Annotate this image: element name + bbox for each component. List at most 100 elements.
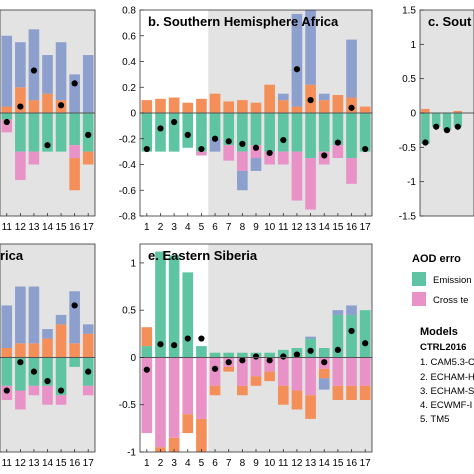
- bar-blue-12: [15, 286, 26, 344]
- bar-orange-17: [359, 385, 371, 400]
- dot-17: [85, 368, 92, 375]
- bar-blue-12: [291, 13, 303, 107]
- legend-swatch-crossterm: [412, 292, 426, 306]
- x-tick-label: 2: [158, 458, 164, 469]
- dot-3: [443, 127, 451, 134]
- bar-emission-17: [359, 113, 371, 152]
- bar-crossterm-12: [15, 390, 26, 410]
- bar-blue-16: [346, 305, 357, 315]
- x-tick-label: 17: [360, 222, 372, 233]
- bar-emission-2: [155, 251, 166, 358]
- y-tick-label: 0.6: [122, 31, 136, 42]
- bar-crossterm-11: [1, 119, 13, 133]
- bar-blue-13: [305, 336, 316, 339]
- bar-emission-6: [209, 113, 221, 139]
- bar-crossterm-3: [168, 357, 180, 438]
- y-tick-label: 1.5: [402, 6, 416, 17]
- legend-label-crossterm: Cross te: [433, 295, 468, 306]
- y-tick-label: -0.5: [119, 400, 137, 411]
- bar-crossterm-13: [28, 385, 40, 396]
- dot-9: [252, 144, 260, 151]
- plot-area: [140, 10, 372, 216]
- bar-emission-16: [346, 113, 357, 159]
- y-tick-label: 1: [130, 258, 136, 269]
- bar-blue-6: [209, 138, 221, 152]
- panels: 11 12 13 14 15 16 17-0.8-0.6-0.4-0.200.20.40.6…: [0, 6, 474, 469]
- y-tick-label: 0.8: [122, 6, 136, 17]
- bar-emission-15: [55, 357, 67, 396]
- plot-area: [0, 10, 95, 216]
- plot-area: [420, 10, 474, 216]
- bar-emission-11: [1, 113, 13, 120]
- panel-b: -0.8-0.6-0.4-0.200.20.40.60.81 2 3 4 5 6 7 8 9 10…: [119, 6, 373, 233]
- bar-blue-13: [305, 10, 316, 85]
- y-tick-label: 0.5: [402, 74, 416, 85]
- bar-emission-3: [442, 113, 452, 131]
- bar-crossterm-16: [346, 357, 357, 386]
- bar-blue-8: [237, 170, 248, 191]
- dot-9: [252, 353, 260, 360]
- bar-orange-16: [346, 385, 357, 400]
- dot-10: [266, 357, 273, 364]
- bar-orange-6: [209, 93, 221, 113]
- bar-orange-15: [332, 94, 344, 113]
- panel-a: 11 12 13 14 15 16 17: [0, 9, 96, 233]
- dot-4: [454, 123, 461, 130]
- bar-blue-13: [28, 29, 40, 101]
- dot-14: [321, 152, 328, 159]
- bar-blue-16: [69, 291, 80, 344]
- legend-models-title: Models: [420, 326, 458, 338]
- y-tick-label: 0.5: [122, 306, 136, 317]
- dot-15: [334, 139, 341, 146]
- x-tick-label: 11: [2, 222, 13, 233]
- dot-13: [30, 368, 38, 375]
- bar-blue-16: [346, 39, 357, 98]
- dot-17: [85, 131, 92, 138]
- bar-blue-12: [15, 42, 26, 88]
- legend-swatch-emission: [412, 272, 426, 286]
- bar-orange-4: [182, 102, 194, 113]
- bar-crossterm-17: [359, 357, 371, 386]
- bar-emission-14: [42, 113, 53, 152]
- dot-11: [280, 353, 287, 360]
- panel-title: e. Eastern Siberia: [148, 248, 258, 263]
- bar-blue-14: [42, 55, 53, 94]
- bar-emission-7: [223, 113, 235, 146]
- bar-orange-14: [42, 93, 53, 113]
- dot-2: [433, 123, 440, 130]
- plot-area: [140, 244, 372, 452]
- y-tick-label: 0: [410, 109, 416, 120]
- bar-emission-14: [42, 357, 53, 386]
- dot-2: [157, 125, 164, 132]
- bar-crossterm-11: [277, 357, 289, 386]
- bar-orange-6: [209, 385, 221, 396]
- dot-13: [307, 347, 314, 354]
- legend-model-1: 1. CAM5.3-C: [420, 357, 474, 368]
- x-tick-label: 17: [83, 222, 95, 233]
- y-tick-label: -0.2: [119, 134, 137, 145]
- bar-emission-13: [305, 113, 316, 159]
- bar-crossterm-16: [346, 158, 357, 184]
- panel-title: b. Southern Hemisphere Africa: [148, 14, 339, 29]
- dot-12: [17, 359, 24, 366]
- bar-emission-2: [155, 113, 166, 152]
- bar-emission-3: [168, 255, 180, 358]
- bar-crossterm-1: [141, 357, 153, 434]
- bar-orange-7: [223, 366, 235, 372]
- x-tick-label: 15: [332, 458, 344, 469]
- x-tick-label: 5: [199, 458, 205, 469]
- x-tick-label: 6: [212, 222, 218, 233]
- bar-crossterm-15: [332, 145, 344, 159]
- x-tick-label: 5: [199, 222, 205, 233]
- dot-5: [198, 145, 205, 153]
- bar-orange-12: [15, 343, 26, 358]
- x-tick-label: 14: [42, 222, 54, 233]
- dot-11: [280, 136, 287, 144]
- dot-6: [211, 365, 219, 372]
- bar-emission-2: [431, 113, 441, 127]
- legend: AOD erro Emission Cross te Models CTRL20…: [412, 253, 474, 425]
- bar-emission-14: [318, 348, 330, 358]
- bar-emission-10: [264, 352, 275, 358]
- bar-emission-13: [28, 113, 40, 152]
- bar-emission-1: [421, 113, 430, 144]
